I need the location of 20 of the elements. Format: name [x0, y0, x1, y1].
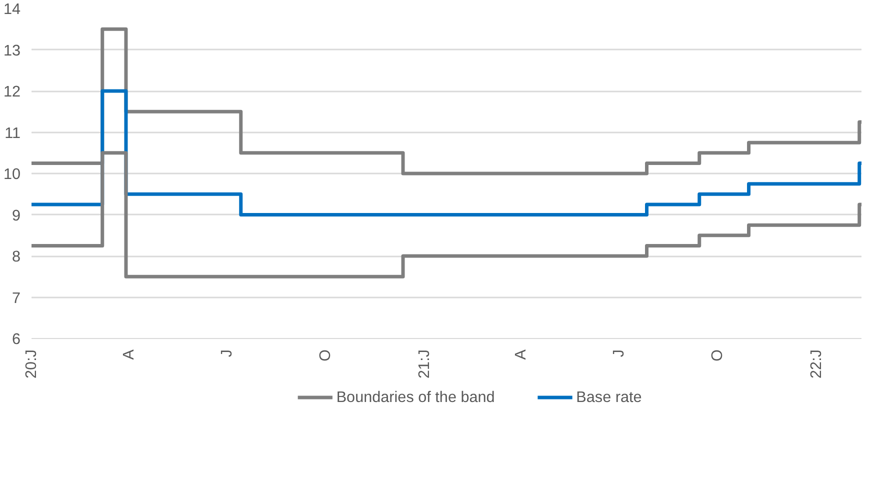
- x-tick-label: J: [610, 349, 628, 358]
- x-tick-label: A: [512, 348, 530, 360]
- x-tick-label: A: [120, 348, 138, 360]
- x-tick-label: 20:J: [23, 349, 40, 378]
- x-tick-label: 21:J: [416, 349, 433, 378]
- x-tick-label: O: [709, 349, 726, 362]
- x-tick-label: O: [317, 349, 334, 362]
- legend-label: Boundaries of the band: [336, 389, 495, 406]
- legend-label: Base rate: [576, 389, 642, 406]
- y-tick-label: 11: [4, 124, 21, 142]
- x-tick-label: J: [218, 349, 236, 358]
- y-tick-label: 10: [3, 166, 21, 183]
- x-tick-label: 22:J: [808, 349, 825, 378]
- y-tick-label: 9: [12, 207, 21, 224]
- y-tick-label: 13: [3, 42, 21, 60]
- y-tick-label: 14: [3, 1, 21, 18]
- y-tick-label: 8: [12, 248, 21, 266]
- y-tick-label: 12: [3, 84, 21, 100]
- y-tick-label: 6: [12, 331, 21, 348]
- y-tick-label: 7: [12, 290, 21, 307]
